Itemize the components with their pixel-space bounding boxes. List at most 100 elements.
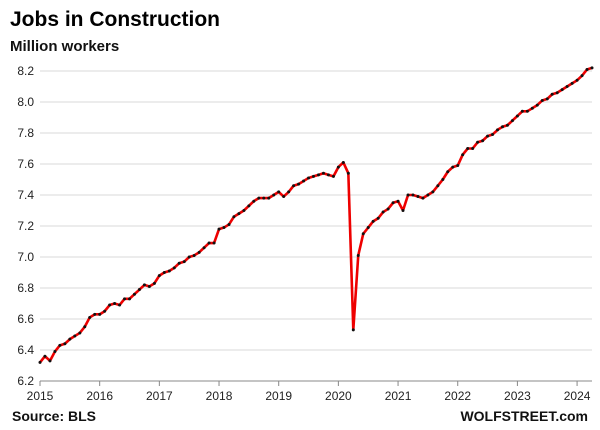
- data-point: [510, 119, 514, 123]
- data-point: [366, 226, 370, 230]
- y-tick-label: 8.0: [17, 95, 34, 109]
- data-point: [555, 91, 559, 95]
- data-point: [157, 274, 161, 278]
- data-point: [326, 173, 330, 177]
- data-point: [436, 184, 440, 188]
- data-point: [317, 173, 321, 177]
- data-point: [98, 312, 102, 316]
- x-tick-label: 2024: [564, 389, 591, 403]
- y-tick-label: 7.0: [17, 250, 34, 264]
- data-point: [118, 303, 122, 307]
- data-point: [88, 315, 92, 319]
- data-point: [282, 195, 286, 199]
- chart-subtitle: Million workers: [10, 38, 120, 55]
- data-point: [496, 128, 500, 132]
- y-tick-label: 7.4: [17, 188, 34, 202]
- data-point: [535, 103, 539, 107]
- data-point: [78, 331, 82, 335]
- data-point: [162, 271, 166, 274]
- data-point: [267, 196, 271, 200]
- data-point: [147, 284, 151, 288]
- data-point: [336, 165, 340, 169]
- data-point: [580, 74, 584, 78]
- data-point: [58, 343, 62, 347]
- series-line: [38, 66, 594, 364]
- data-point: [456, 164, 460, 168]
- data-point: [426, 193, 430, 197]
- data-point: [237, 212, 241, 216]
- data-point: [307, 176, 311, 180]
- y-tick-label: 7.6: [17, 157, 34, 171]
- x-axis-tick-labels: 2015 2016 2017 2018 2019 2020 2021 2022 2023 2024: [27, 389, 591, 403]
- data-point: [73, 334, 77, 338]
- x-tick-label: 2023: [504, 389, 531, 403]
- data-point: [520, 109, 524, 113]
- source-label: Source: BLS: [12, 408, 97, 424]
- data-point: [108, 303, 112, 307]
- series-jobs: [38, 66, 594, 364]
- data-point: [381, 210, 385, 214]
- data-point: [177, 261, 181, 265]
- data-point: [272, 193, 276, 197]
- data-point: [137, 288, 141, 292]
- data-point: [132, 292, 136, 296]
- data-point: [103, 309, 107, 313]
- data-point: [461, 153, 465, 157]
- data-point: [411, 193, 415, 197]
- data-point: [321, 171, 325, 175]
- y-tick-label: 6.2: [17, 374, 34, 388]
- data-point: [341, 160, 345, 164]
- data-point: [396, 199, 400, 203]
- data-point: [376, 216, 380, 220]
- data-point: [560, 88, 564, 92]
- data-point: [401, 209, 405, 212]
- data-point: [441, 178, 445, 181]
- x-tick-label: 2015: [27, 389, 54, 403]
- data-point: [421, 196, 425, 200]
- data-point: [192, 253, 196, 257]
- data-point: [197, 250, 201, 254]
- x-tick-label: 2022: [444, 389, 471, 403]
- data-point: [331, 174, 335, 178]
- data-point: [202, 246, 206, 250]
- data-point: [565, 85, 569, 88]
- data-point: [525, 109, 529, 113]
- data-point: [590, 66, 594, 70]
- data-point: [217, 227, 221, 231]
- data-point: [481, 139, 485, 143]
- data-point: [252, 199, 256, 203]
- data-point: [585, 67, 589, 71]
- data-point: [187, 255, 191, 259]
- data-point: [371, 219, 375, 223]
- data-point: [83, 325, 87, 329]
- y-tick-label: 6.4: [17, 343, 34, 357]
- y-tick-label: 7.8: [17, 126, 34, 140]
- data-point: [128, 297, 132, 301]
- data-point: [297, 182, 301, 186]
- data-point: [540, 98, 544, 102]
- axes: [39, 380, 592, 386]
- data-point: [471, 147, 475, 150]
- y-tick-label: 8.2: [17, 64, 34, 78]
- data-point: [172, 266, 176, 270]
- data-point: [451, 165, 455, 169]
- data-point: [351, 328, 355, 332]
- data-point: [356, 253, 360, 257]
- data-point: [386, 207, 390, 211]
- data-points: [38, 66, 594, 364]
- data-point: [257, 196, 261, 200]
- data-point: [43, 354, 47, 358]
- data-point: [242, 209, 246, 212]
- data-point: [232, 215, 236, 219]
- data-point: [292, 184, 296, 188]
- data-point: [207, 241, 211, 245]
- x-tick-label: 2019: [265, 389, 292, 403]
- data-point: [361, 232, 365, 236]
- data-point: [93, 312, 97, 316]
- data-point: [53, 350, 57, 354]
- y-axis-tick-labels: 6.2 6.4 6.6 6.8 7.0 7.2 7.4 7.6 7.8 8.0 8.2: [17, 64, 34, 388]
- data-point: [222, 226, 226, 230]
- data-point: [491, 133, 495, 137]
